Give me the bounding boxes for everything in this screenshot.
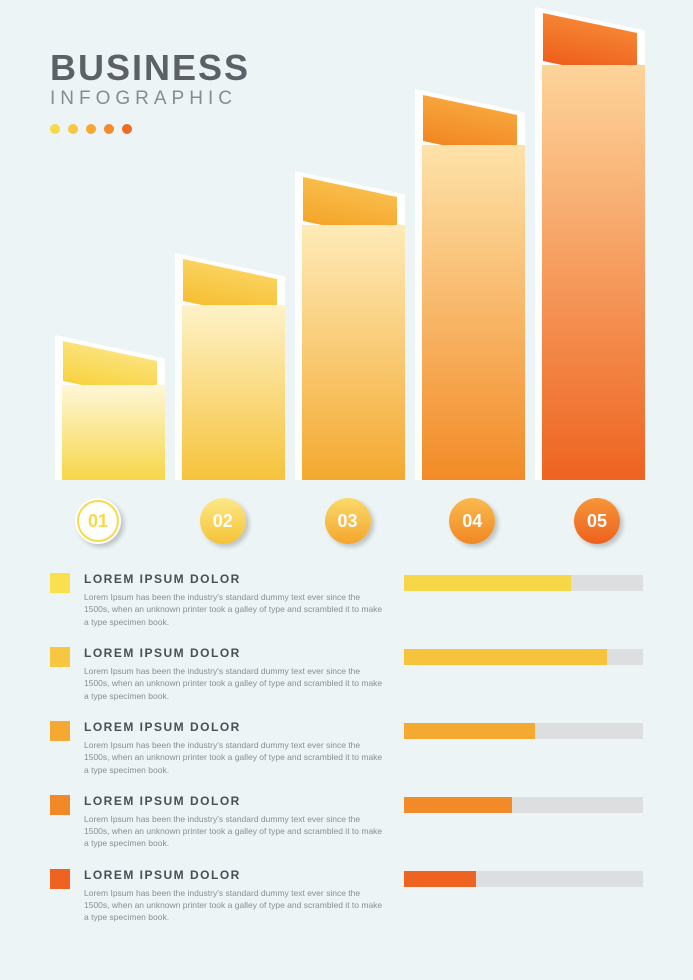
item-text: LOREM IPSUM DOLOR Lorem Ipsum has been th… — [84, 794, 404, 850]
progress-bar-fill — [404, 649, 607, 665]
chart-bar — [55, 335, 165, 480]
item-text: LOREM IPSUM DOLOR Lorem Ipsum has been th… — [84, 868, 404, 924]
item-title: LOREM IPSUM DOLOR — [84, 646, 384, 660]
number-badge: 03 — [325, 498, 371, 544]
list-item: LOREM IPSUM DOLOR Lorem Ipsum has been th… — [50, 868, 643, 924]
number-badge-label: 05 — [587, 511, 607, 532]
item-title: LOREM IPSUM DOLOR — [84, 868, 384, 882]
progress-bar — [404, 723, 643, 739]
item-title: LOREM IPSUM DOLOR — [84, 720, 384, 734]
progress-bar-fill — [404, 723, 535, 739]
item-swatch — [50, 721, 70, 741]
list-item: LOREM IPSUM DOLOR Lorem Ipsum has been th… — [50, 720, 643, 776]
chart-bar-left-edge — [55, 385, 62, 480]
progress-bar-fill — [404, 797, 512, 813]
number-badge: 04 — [449, 498, 495, 544]
chart-bar-front — [55, 385, 165, 480]
number-badge: 01 — [75, 498, 121, 544]
chart-bar-left-edge — [175, 305, 182, 480]
progress-bar — [404, 797, 643, 813]
item-body: Lorem Ipsum has been the industry's stan… — [84, 739, 384, 776]
chart-bar-front — [415, 145, 525, 480]
chart-bar-left-edge — [295, 225, 302, 480]
chart-bar-left-edge — [535, 65, 542, 480]
progress-bar — [404, 871, 643, 887]
item-swatch — [50, 869, 70, 889]
chart-bar — [175, 253, 285, 480]
items-section: LOREM IPSUM DOLOR Lorem Ipsum has been th… — [50, 572, 643, 924]
progress-bar — [404, 649, 643, 665]
chart-bar-left-edge — [415, 145, 422, 480]
chart-bar-front — [295, 225, 405, 480]
chart-bar-front — [535, 65, 645, 480]
number-badge-label: 03 — [337, 511, 357, 532]
item-body: Lorem Ipsum has been the industry's stan… — [84, 887, 384, 924]
item-swatch — [50, 795, 70, 815]
number-badge-label: 01 — [88, 511, 108, 532]
number-badge: 02 — [200, 498, 246, 544]
list-item: LOREM IPSUM DOLOR Lorem Ipsum has been th… — [50, 794, 643, 850]
progress-bar-fill — [404, 871, 476, 887]
number-badge-label: 02 — [213, 511, 233, 532]
list-item: LOREM IPSUM DOLOR Lorem Ipsum has been th… — [50, 646, 643, 702]
chart-bar-front — [175, 305, 285, 480]
item-swatch — [50, 573, 70, 593]
chart-bar — [415, 89, 525, 480]
item-text: LOREM IPSUM DOLOR Lorem Ipsum has been th… — [84, 646, 404, 702]
list-item: LOREM IPSUM DOLOR Lorem Ipsum has been th… — [50, 572, 643, 628]
item-title: LOREM IPSUM DOLOR — [84, 794, 384, 808]
item-body: Lorem Ipsum has been the industry's stan… — [84, 591, 384, 628]
chart-bar — [535, 7, 645, 480]
number-badges: 01 02 03 04 05 — [75, 498, 620, 544]
step-bar-chart — [55, 50, 640, 480]
progress-bar — [404, 575, 643, 591]
chart-bar — [295, 171, 405, 480]
item-swatch — [50, 647, 70, 667]
number-badge: 05 — [574, 498, 620, 544]
item-text: LOREM IPSUM DOLOR Lorem Ipsum has been th… — [84, 572, 404, 628]
item-text: LOREM IPSUM DOLOR Lorem Ipsum has been th… — [84, 720, 404, 776]
item-body: Lorem Ipsum has been the industry's stan… — [84, 813, 384, 850]
item-title: LOREM IPSUM DOLOR — [84, 572, 384, 586]
number-badge-label: 04 — [462, 511, 482, 532]
progress-bar-fill — [404, 575, 571, 591]
item-body: Lorem Ipsum has been the industry's stan… — [84, 665, 384, 702]
